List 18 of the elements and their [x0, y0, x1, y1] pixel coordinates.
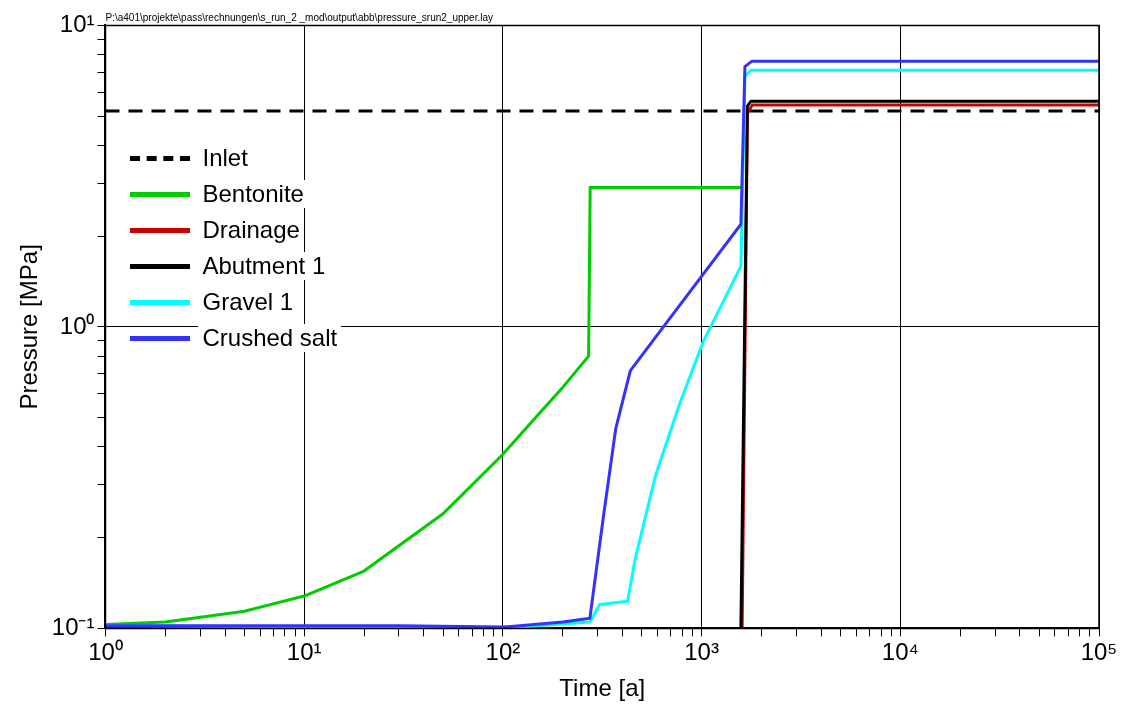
legend-label: Inlet: [198, 144, 252, 173]
x-tick-label: 10³: [684, 638, 719, 666]
x-tick-label: 10²: [485, 638, 521, 666]
y-tick-label: 10⁻¹: [51, 613, 95, 641]
x-tick-label: 10⁵: [1080, 638, 1118, 666]
legend-label: Abutment 1: [198, 252, 330, 281]
y-axis-title: Pressure [MPa]: [15, 244, 43, 410]
legend-label: Bentonite: [198, 180, 308, 209]
y-tick-label: 10⁰: [59, 311, 95, 339]
legend-label: Drainage: [198, 216, 304, 245]
text: P:\a401\projekte\pass\rechnungen\s_run_2 _mod\output\abb\pressure_srun2_upper.lay: [105, 12, 493, 24]
y-tick-label: 10¹: [59, 10, 95, 38]
x-tick-label: 10⁴: [881, 638, 919, 666]
x-tick-label: 10¹: [286, 638, 322, 666]
legend-label: Crushed salt: [198, 324, 342, 353]
x-tick-label: 10⁰: [88, 638, 123, 666]
legend-label: Gravel 1: [198, 288, 298, 317]
x-axis-title: Time [a]: [559, 674, 646, 702]
